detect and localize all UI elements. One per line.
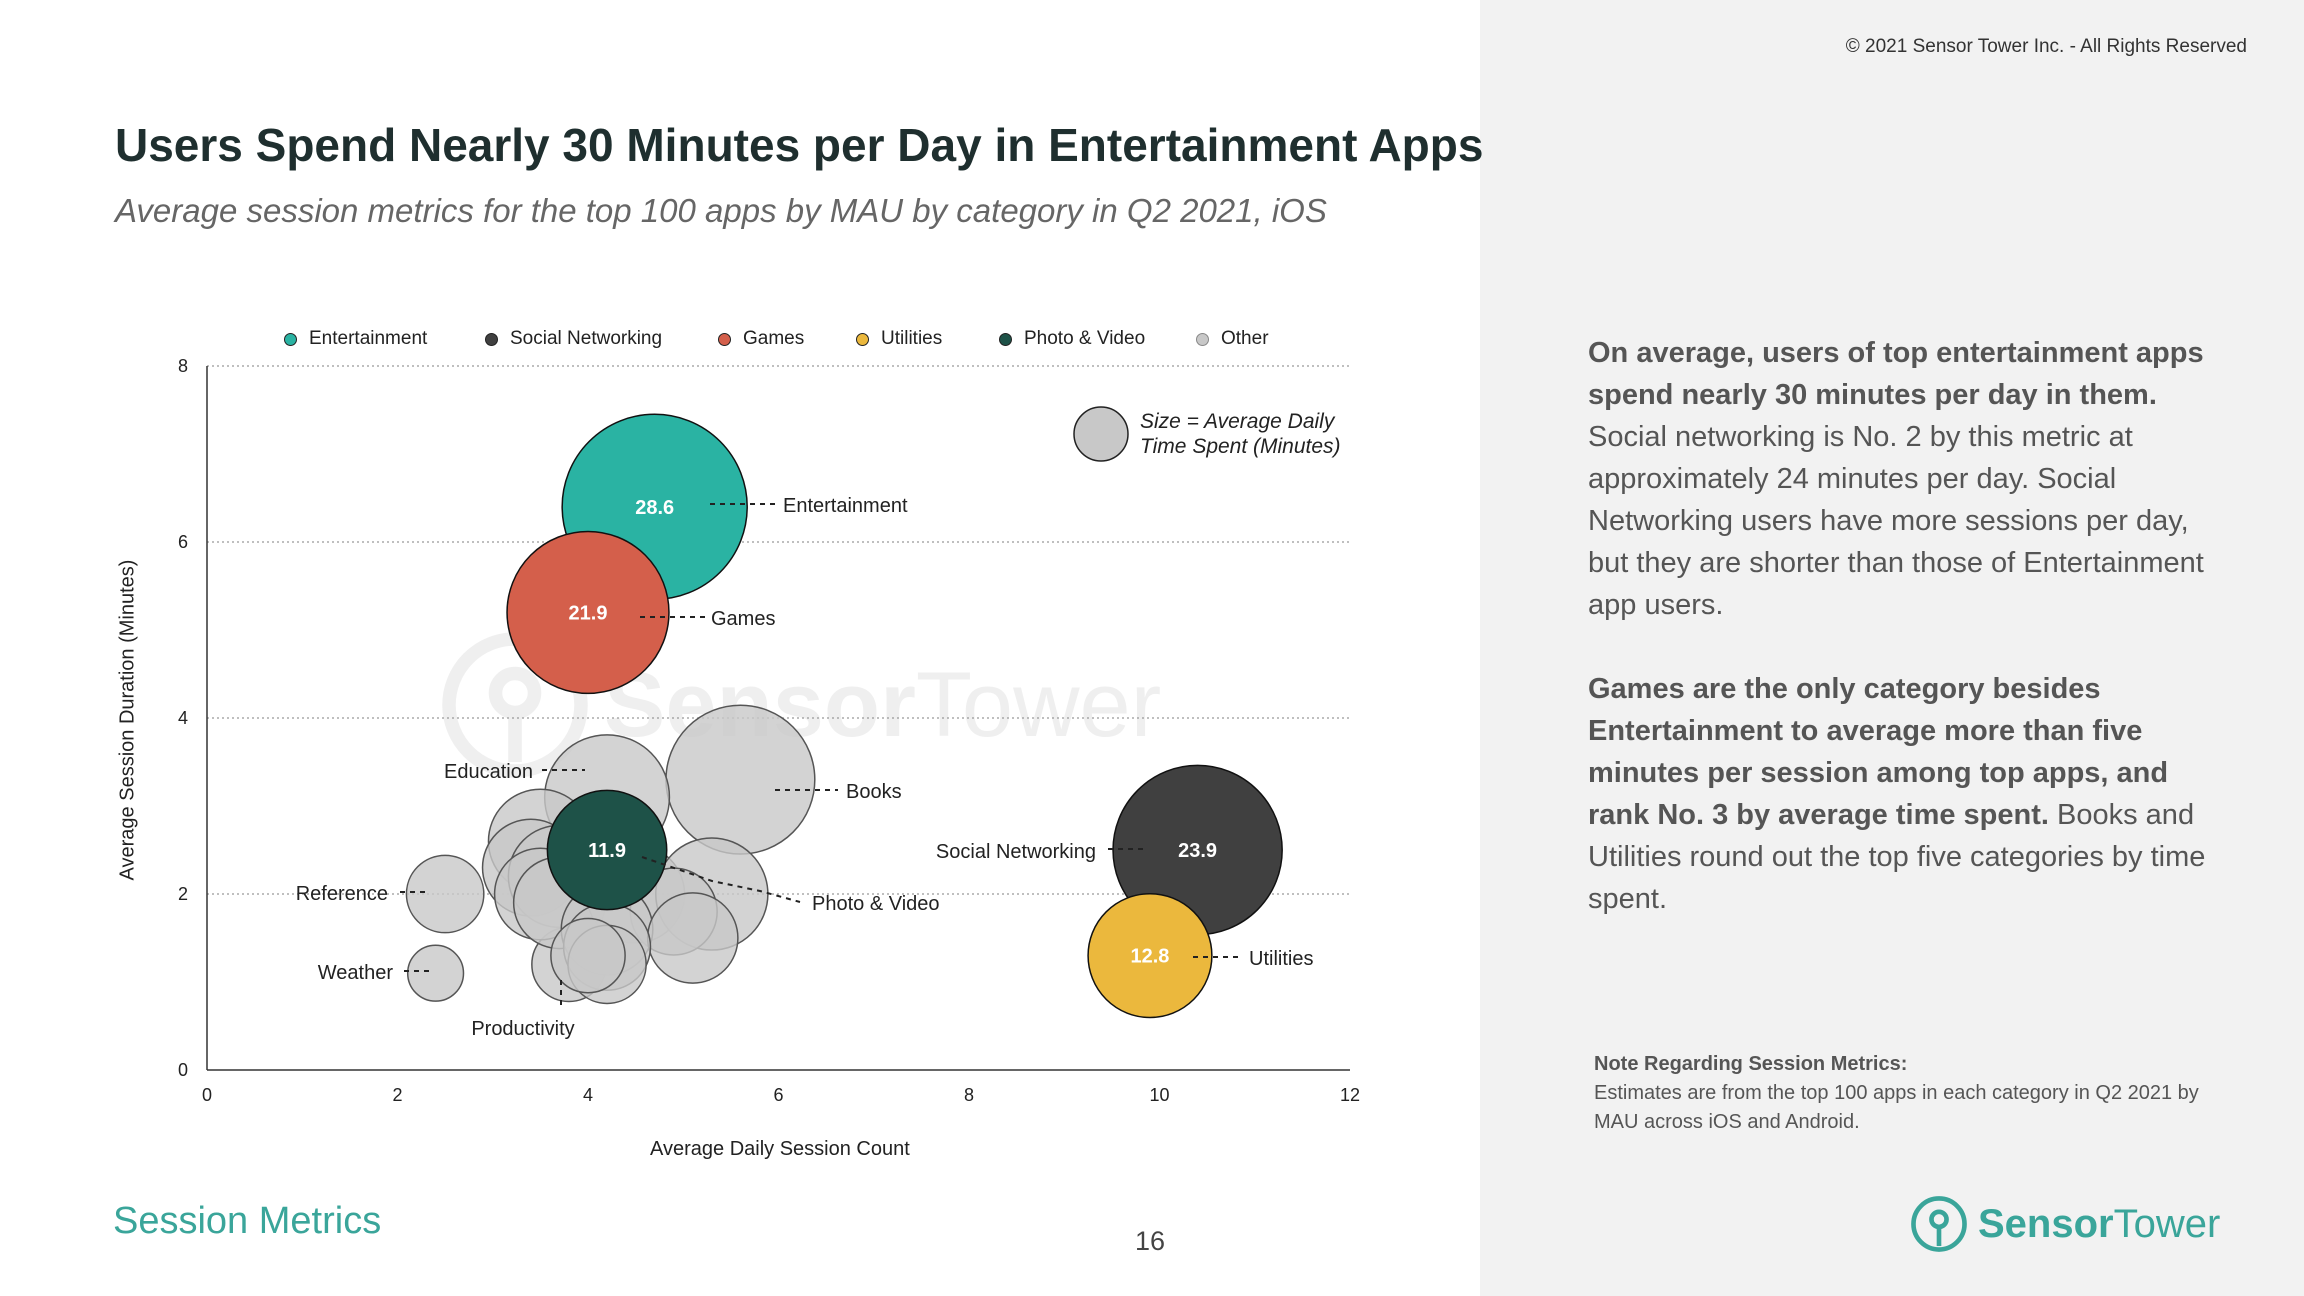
legend-dot-icon [999,332,1012,346]
bubble-utilities [1087,892,1213,1019]
bubble-weather [406,944,465,1002]
legend-dot-icon [284,332,297,346]
legend-label: Other [1221,328,1269,349]
bubble-value-label: 12.8 [1131,946,1170,968]
category-label-social-networking: Social Networking [936,841,1096,863]
bubble-chart: 0 2 4 6 8 0 2 4 6 8 10 12 28.6 21.9 23.9 12.8 11.9 Enter… [178,356,1360,1105]
x-tick-label: 0 [202,1085,212,1105]
y-tick-label: 8 [178,356,188,376]
legend-dot-icon [856,332,869,346]
size-note-line2: Time Spent (Minutes) [1140,435,1341,458]
note-title: Note Regarding Session Metrics: [1594,1053,1908,1075]
bubble-games [506,530,670,695]
y-tick-label: 0 [178,1060,188,1080]
legend-dot-icon [718,332,731,346]
category-label-books: Books [846,781,902,803]
y-axis-title: Average Session Duration (Minutes) [116,559,139,881]
legend-dot-icon [1196,332,1209,346]
size-note-line1: Size = Average Daily [1140,410,1335,433]
leader-line-photo-video [641,856,801,903]
section-name: Session Metrics [113,1200,382,1242]
brand-name-bold: Sensor [1978,1201,2114,1246]
category-label-photo-video: Photo & Video [812,893,940,915]
category-label-entertainment: Entertainment [783,495,908,517]
commentary-p1-bold: On average, users of top entertainment a… [1588,337,2204,411]
page-title: Users Spend Nearly 30 Minutes per Day in… [115,119,1484,171]
brand-name-light: Tower [2113,1201,2221,1246]
legend-label: Utilities [881,328,943,349]
bubble-value-label: 21.9 [569,602,608,624]
category-label-education: Education [444,761,533,783]
legend-item-other: Other [1196,328,1269,350]
bubble-value-label: 23.9 [1178,840,1217,862]
commentary-p2-bold: Games are the only category besides Ente… [1588,673,2169,831]
commentary-paragraph-1: On average, users of top entertainment a… [1588,332,2228,626]
legend-item-social-networking: Social Networking [485,328,662,350]
legend-item-entertainment: Entertainment [284,328,427,350]
y-tick-label: 6 [178,532,188,552]
legend-label: Entertainment [309,328,428,349]
note-text: Estimates are from the top 100 apps in e… [1594,1082,2199,1133]
commentary-paragraph-2: Games are the only category besides Ente… [1588,668,2228,920]
category-label-reference: Reference [296,883,388,905]
y-tick-label: 2 [178,884,188,904]
legend-item-games: Games [718,328,804,350]
x-tick-label: 12 [1340,1085,1360,1105]
category-label-productivity: Productivity [471,1018,574,1040]
brand-name: SensorTower [1978,1202,2220,1247]
x-tick-label: 4 [583,1085,593,1105]
legend-dot-icon [485,332,498,346]
bubble-books [665,704,816,855]
legend-label: Social Networking [510,328,663,349]
bubble-value-label: 28.6 [635,497,674,519]
page-subtitle: Average session metrics for the top 100 … [115,192,1327,229]
x-tick-label: 2 [392,1085,402,1105]
category-label-weather: Weather [318,962,394,984]
y-tick-label: 4 [178,708,188,728]
commentary: On average, users of top entertainment a… [1588,332,2228,962]
commentary-p1-rest: Social networking is No. 2 by this metri… [1588,421,2204,621]
legend-label: Games [743,328,805,349]
legend-label: Photo & Video [1024,328,1146,349]
bubble-other [646,892,739,984]
right-panel [1480,0,2304,1296]
commentary-p2-rest: Books and Utilities round out the top fi… [1588,799,2206,915]
size-legend-note: Size = Average Daily Time Spent (Minutes… [1140,409,1341,459]
page-number: 16 [1135,1226,1166,1256]
category-label-games: Games [711,608,775,630]
copyright: © 2021 Sensor Tower Inc. - All Rights Re… [1845,36,2247,57]
bubble-value-label: 11.9 [588,840,626,862]
category-label-utilities: Utilities [1249,948,1313,970]
legend-item-utilities: Utilities [856,328,942,350]
bubble-photo-video [546,789,668,911]
sensor-tower-logo-icon [1911,1196,1967,1252]
bubble-other [550,917,626,994]
legend-item-photo-video: Photo & Video [999,328,1145,350]
x-tick-label: 6 [773,1085,783,1105]
brand-logo: SensorTower [1910,1195,2220,1253]
bubble-reference [405,854,485,934]
x-tick-label: 10 [1149,1085,1169,1105]
x-tick-label: 8 [964,1085,974,1105]
size-legend-bubble [1073,406,1129,462]
x-axis-title: Average Daily Session Count [650,1138,910,1160]
methodology-note: Note Regarding Session Metrics: Estimate… [1594,1050,2234,1137]
